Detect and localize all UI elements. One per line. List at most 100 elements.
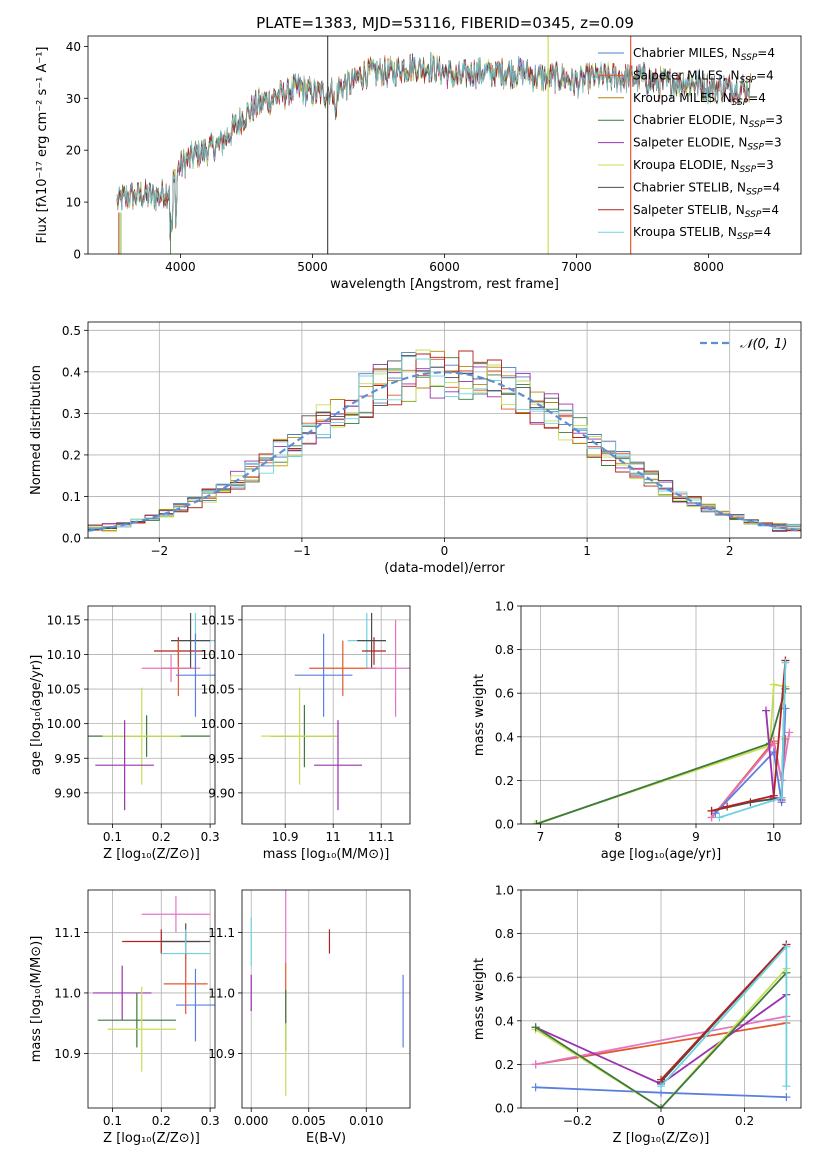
x-tick-label: 8 — [614, 830, 622, 844]
errorbar-point — [294, 633, 353, 717]
legend-label: Kroupa STELIB, NSSP=4 — [633, 225, 771, 242]
x-tick-label: −1 — [293, 544, 311, 558]
legend-residuals: 𝒩(0, 1) — [700, 337, 787, 352]
y-axis-label: Normed distribution — [29, 365, 44, 495]
y-axis-label: age [log₁₀(age/yr)] — [29, 655, 44, 776]
y-tick-label: 9.90 — [54, 786, 81, 800]
legend-label: Chabrier ELODIE, NSSP=3 — [633, 113, 783, 130]
x-axis-label: (data-model)/error — [384, 561, 505, 576]
x-tick-label: 1 — [583, 544, 591, 558]
x-axis-label: mass [log₁₀(M/M⊙)] — [263, 847, 390, 862]
x-tick-label: 11 — [326, 830, 341, 844]
y-tick-label: 0.0 — [495, 1102, 514, 1116]
y-axis-label: mass weight — [472, 674, 487, 756]
y-tick-label: 10.10 — [201, 648, 235, 662]
plot-area-age_vs_mass — [242, 606, 410, 824]
x-tick-label: 5000 — [297, 260, 328, 274]
weight-line — [711, 660, 787, 812]
y-tick-label: 0.5 — [62, 324, 81, 338]
plot-area-residuals — [88, 322, 801, 538]
y-tick-label: 10.00 — [47, 717, 81, 731]
y-tick-label: 40 — [66, 40, 81, 54]
y-tick-label: 0.2 — [495, 1058, 514, 1072]
axes-frame — [87, 605, 216, 825]
x-tick-label: 0 — [657, 1114, 665, 1128]
x-tick-label: 0.005 — [292, 1114, 326, 1128]
axes-age_vs_Z: 0.1 0.2 0.3 9.90 9.95 10.00 10.05 10.10 10.15 Z [… — [29, 605, 220, 862]
y-tick-label: 20 — [66, 144, 81, 158]
x-tick-label: 0.3 — [201, 1114, 220, 1128]
errorbar-point — [97, 992, 176, 1048]
gaussian-curve — [88, 371, 801, 532]
x-tick-label: 10 — [766, 830, 781, 844]
x-tick-label: 0.2 — [152, 1114, 171, 1128]
y-tick-label: 10.15 — [47, 613, 81, 627]
errorbar-point — [309, 640, 377, 696]
y-tick-label: 0.3 — [62, 407, 81, 421]
x-axis-label: E(B-V) — [306, 1131, 346, 1146]
axes-frame — [520, 605, 802, 825]
axes-weight_vs_age: 7 8 9 10 0.0 0.2 0.4 0.6 0.8 1.0 age [log₁₀(age/yr… — [472, 600, 802, 862]
weight-line — [536, 688, 787, 824]
errorbar-point — [357, 612, 386, 669]
errorbar-point — [314, 720, 362, 811]
errorbar-point — [107, 986, 176, 1072]
y-tick-label: 10.10 — [47, 648, 81, 662]
y-tick-label: 9.95 — [54, 752, 81, 766]
legend-label: Kroupa ELODIE, NSSP=3 — [633, 158, 774, 175]
errorbar-point — [163, 953, 208, 1015]
axes-frame — [87, 889, 216, 1109]
x-tick-label: 8000 — [693, 260, 724, 274]
axes-frame — [241, 605, 411, 825]
x-tick-label: 9 — [692, 830, 700, 844]
plot-area-age_vs_Z — [88, 606, 215, 824]
x-tick-label: 0 — [441, 544, 449, 558]
y-tick-label: 0.4 — [495, 1014, 514, 1028]
axes-age_vs_mass: 10.9 11 11.1 9.90 9.95 10.00 10.05 10.10 10.15 ma… — [201, 605, 411, 862]
x-tick-label: 6000 — [429, 260, 460, 274]
y-tick-label: 0.2 — [62, 448, 81, 462]
y-tick-label: 0.0 — [495, 818, 514, 832]
x-tick-label: 11.1 — [368, 830, 395, 844]
y-tick-label: 0.4 — [495, 730, 514, 744]
y-tick-label: 0.0 — [62, 532, 81, 546]
y-tick-label: 11.0 — [208, 986, 235, 1000]
axes-frame — [87, 321, 802, 539]
x-tick-label: 0.000 — [234, 1114, 268, 1128]
legend-spectrum: Chabrier MILES, NSSP=4 Salpeter MILES, NS… — [598, 46, 783, 242]
plot-area-mass_vs_ebv — [242, 890, 410, 1108]
x-axis-label: Z [log₁₀(Z/Z⊙)] — [103, 1131, 200, 1146]
errorbar-point — [102, 687, 181, 785]
legend-label: Salpeter ELODIE, NSSP=3 — [633, 136, 782, 153]
errorbar-point — [362, 637, 386, 665]
x-tick-label: 7 — [537, 830, 545, 844]
legend-label: Chabrier STELIB, NSSP=4 — [633, 180, 780, 197]
x-axis-label: Z [log₁₀(Z/Z⊙)] — [103, 847, 200, 862]
axes-frame — [87, 35, 802, 255]
errorbar-point — [141, 654, 201, 683]
x-tick-label: 0.010 — [349, 1114, 383, 1128]
x-tick-label: 0.2 — [735, 1114, 754, 1128]
y-tick-label: 11.1 — [54, 926, 81, 940]
y-tick-label: 10.05 — [47, 683, 81, 697]
weight-line — [719, 662, 787, 819]
y-tick-label: 1.0 — [495, 884, 514, 898]
errorbar-point — [171, 612, 211, 669]
y-tick-label: 0.1 — [62, 490, 81, 504]
y-tick-label: 0.6 — [495, 687, 514, 701]
y-tick-label: 10.00 — [201, 717, 235, 731]
y-tick-label: 11.1 — [208, 926, 235, 940]
x-tick-label: 10.9 — [272, 830, 299, 844]
axes-frame — [241, 889, 411, 1109]
y-axis-label: mass weight — [472, 958, 487, 1040]
x-tick-label: −0.2 — [563, 1114, 592, 1128]
x-axis-label: wavelength [Angstrom, rest frame] — [330, 277, 559, 292]
y-tick-label: 0.4 — [62, 365, 81, 379]
plot-area-weight_vs_Z — [521, 890, 801, 1108]
errorbar-point — [141, 896, 211, 933]
y-tick-label: 10.9 — [54, 1047, 81, 1061]
figure-title: PLATE=1383, MJD=53116, FIBERID=0345, z=0… — [256, 14, 634, 32]
weight-line — [535, 972, 788, 1108]
histogram-series — [88, 356, 801, 538]
